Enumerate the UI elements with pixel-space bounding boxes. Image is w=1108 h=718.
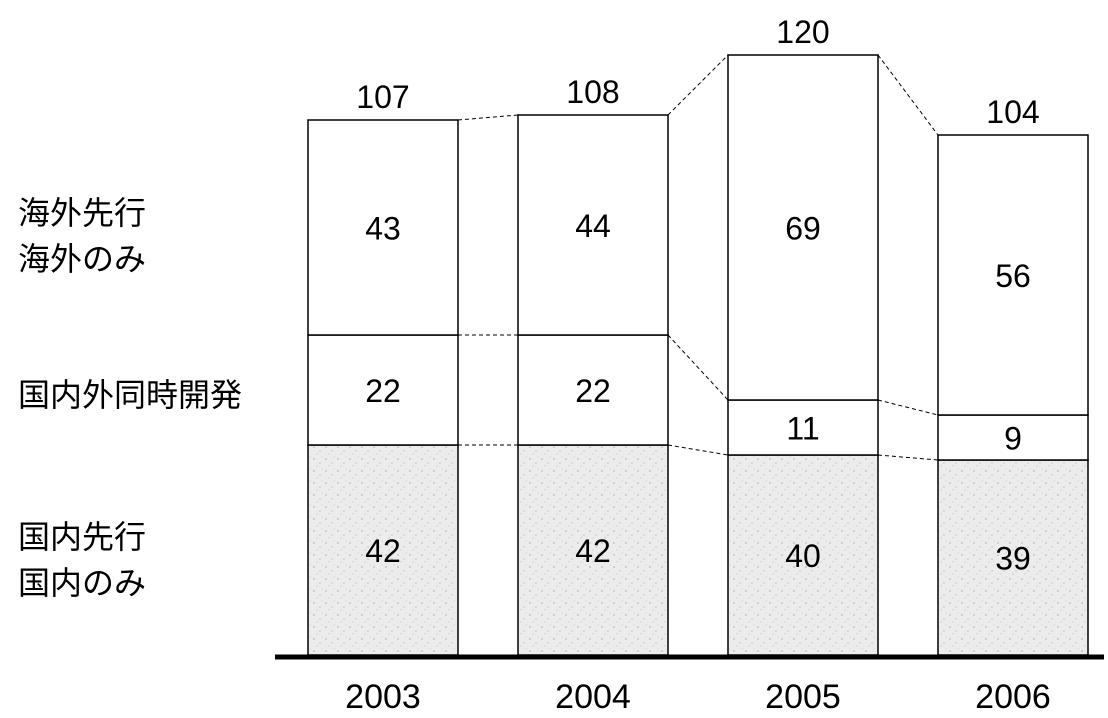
connector-line xyxy=(878,400,938,415)
data-label-simultaneous-2006: 9 xyxy=(1004,421,1022,457)
total-label-2003: 107 xyxy=(356,79,409,115)
total-label-2005: 120 xyxy=(776,14,829,50)
connector-line xyxy=(668,445,728,455)
data-label-overseas-2006: 56 xyxy=(995,258,1031,294)
data-label-simultaneous-2005: 11 xyxy=(786,411,819,447)
series-label-domestic-line2: 国内のみ xyxy=(18,560,146,606)
x-tick-label-2004: 2004 xyxy=(555,678,631,716)
total-label-2006: 104 xyxy=(986,94,1039,130)
x-tick-label-2006: 2006 xyxy=(975,678,1051,716)
series-label-domestic-line1: 国内先行 xyxy=(18,514,146,560)
series-label-simultaneous: 国内外同時開発 xyxy=(18,372,242,418)
series-label-overseas-line1: 海外先行 xyxy=(18,190,146,236)
data-label-domestic-2005: 40 xyxy=(785,538,821,574)
data-label-domestic-2003: 42 xyxy=(365,533,401,569)
data-label-overseas-2005: 69 xyxy=(785,211,821,247)
connector-line xyxy=(878,455,938,460)
data-label-overseas-2004: 44 xyxy=(575,208,611,244)
series-label-simultaneous-line1: 国内外同時開発 xyxy=(18,372,242,418)
connector-line xyxy=(458,115,518,120)
x-tick-label-2005: 2005 xyxy=(765,678,841,716)
connector-line xyxy=(878,55,938,135)
data-label-domestic-2004: 42 xyxy=(575,533,611,569)
series-label-overseas: 海外先行 海外のみ xyxy=(18,190,146,282)
data-label-domestic-2006: 39 xyxy=(995,541,1031,577)
series-label-overseas-line2: 海外のみ xyxy=(18,236,146,282)
connector-line xyxy=(668,55,728,115)
connector-line xyxy=(668,335,728,400)
data-label-simultaneous-2003: 22 xyxy=(365,373,401,409)
total-label-2004: 108 xyxy=(566,74,619,110)
bars-group xyxy=(308,55,1088,655)
x-tick-label-2003: 2003 xyxy=(345,678,421,716)
series-label-domestic: 国内先行 国内のみ xyxy=(18,514,146,606)
data-label-overseas-2003: 43 xyxy=(365,211,401,247)
data-label-simultaneous-2004: 22 xyxy=(575,373,611,409)
